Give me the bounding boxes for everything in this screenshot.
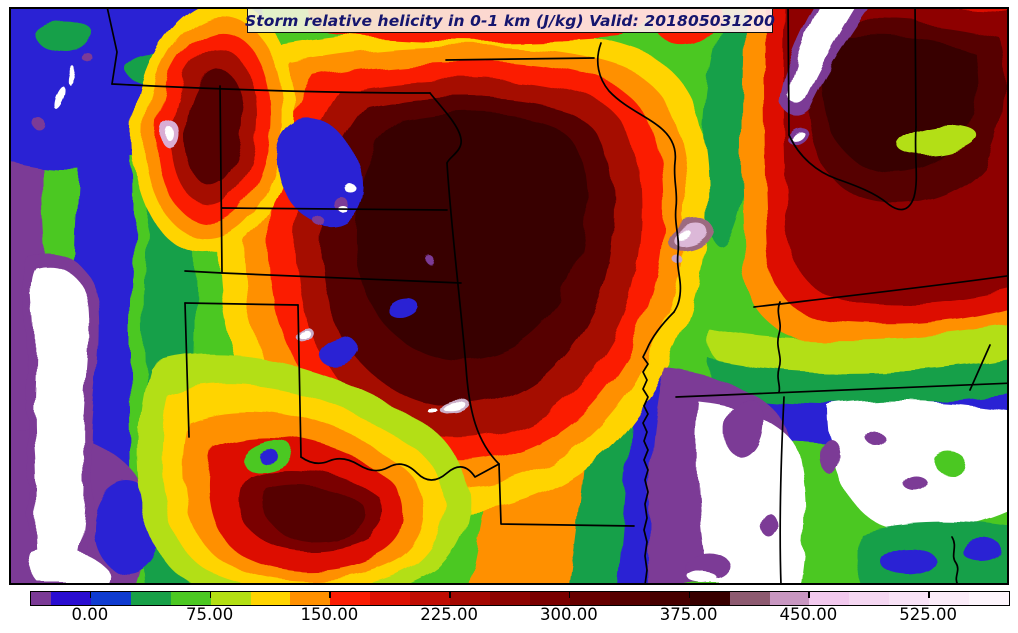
colorbar-segment xyxy=(90,592,131,605)
border-mo-ar-west xyxy=(446,162,500,465)
border-ne-ks xyxy=(221,207,448,211)
colorbar-tick-label: 375.00 xyxy=(659,605,718,624)
colorbar-tick-label: 300.00 xyxy=(540,605,598,624)
title-banner: Storm relative helicity in 0-1 km (J/kg)… xyxy=(244,8,776,33)
colorbar-segment xyxy=(969,592,1010,605)
colorbar-segment xyxy=(370,592,411,605)
colorbar-tick-label: 0.00 xyxy=(71,605,109,624)
colorbar-segment xyxy=(490,592,531,605)
colorbar-tick xyxy=(688,592,691,598)
colorbar-tick xyxy=(89,592,92,598)
border-ms-al xyxy=(779,396,785,585)
colorbar-tick xyxy=(449,592,451,598)
colorbar-segment xyxy=(889,592,930,605)
border-ok-tx xyxy=(297,304,302,458)
colorbar-segment xyxy=(130,592,171,605)
border-co-east xyxy=(219,85,223,274)
border-al-ga xyxy=(969,344,991,391)
map-title: Storm relative helicity in 0-1 km (J/kg)… xyxy=(244,11,776,30)
field-layer xyxy=(9,7,1009,585)
border-tn-ms xyxy=(675,382,1009,398)
colorbar-segment xyxy=(410,592,451,605)
border-ok-panhandle-south xyxy=(184,302,299,306)
border-ne-mo-river xyxy=(429,92,462,164)
border-ar-la xyxy=(498,463,635,527)
colorbar-segment xyxy=(210,592,251,605)
colorbar-tick xyxy=(329,592,331,598)
border-tennessee-river xyxy=(777,301,781,393)
colorbar-tick xyxy=(808,592,810,598)
colorbar-tick xyxy=(928,592,930,598)
colorbar-tick-label: 75.00 xyxy=(186,605,234,624)
colorbar-segment xyxy=(769,592,810,605)
colorbar-segment xyxy=(689,592,730,605)
colorbar-tick-label: 225.00 xyxy=(420,605,479,624)
border-sd-ne xyxy=(111,83,431,94)
colorbar-tick-label: 450.00 xyxy=(779,605,838,624)
border-tombigbee xyxy=(951,536,959,585)
border-mississippi-river-upper xyxy=(596,42,682,313)
border-il-in xyxy=(914,7,917,128)
colorbar-segment xyxy=(450,592,491,605)
colorbar-segment xyxy=(50,592,91,605)
colorbar-tick-label: 525.00 xyxy=(899,605,958,624)
colorbar-tick xyxy=(568,592,571,598)
colorbar-tick-label: 150.00 xyxy=(300,605,359,624)
colorbar-segment xyxy=(250,592,291,605)
colorbar-segment xyxy=(290,592,331,605)
colorbar-segment xyxy=(170,592,211,605)
colorbar xyxy=(30,591,1010,606)
colorbar-segment xyxy=(849,592,890,605)
colorbar-segment xyxy=(330,592,371,605)
colorbar-segment xyxy=(929,592,970,605)
state-borders-layer xyxy=(106,7,1009,585)
colorbar-segment xyxy=(729,592,770,605)
colorbar-segment xyxy=(809,592,850,605)
border-wy-sd xyxy=(106,7,118,85)
border-mississippi-river-lower xyxy=(642,311,675,585)
border-il-west xyxy=(787,7,790,136)
border-ks-ok xyxy=(184,270,462,284)
border-ohio-river xyxy=(788,126,918,211)
border-ia-mo xyxy=(445,57,595,61)
helicity-contour-map xyxy=(9,7,1009,585)
colorbar-segment xyxy=(649,592,690,605)
colorbar-segment xyxy=(569,592,610,605)
colorbar-segment xyxy=(530,592,570,605)
map-canvas xyxy=(9,7,1009,585)
colorbar-segment xyxy=(31,592,51,605)
colorbar-tick xyxy=(209,592,212,598)
border-nm-tx xyxy=(184,302,190,438)
colorbar-segment xyxy=(609,592,650,605)
border-ky-tn xyxy=(753,274,1009,308)
border-red-river xyxy=(300,456,500,481)
